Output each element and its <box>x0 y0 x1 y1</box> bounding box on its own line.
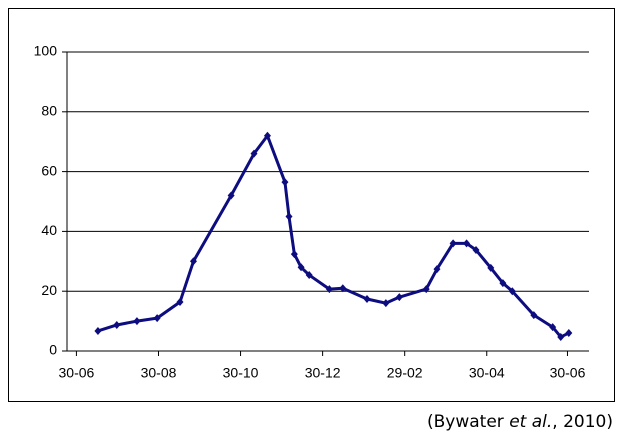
data-point <box>153 314 161 323</box>
data-point <box>363 294 371 303</box>
caption-italic: et al. <box>509 412 552 432</box>
data-point <box>227 191 235 200</box>
data-point <box>472 245 480 254</box>
data-point <box>189 257 197 266</box>
data-point <box>250 149 258 158</box>
data-point <box>133 317 141 326</box>
caption-text: , 2010) <box>552 412 613 432</box>
chart-border <box>8 8 615 402</box>
y-tick-label: 60 <box>41 162 57 178</box>
y-tick-label: 40 <box>41 222 57 238</box>
x-tick-label: 30-04 <box>469 365 505 381</box>
y-tick-label: 0 <box>49 342 57 358</box>
data-point <box>549 323 557 332</box>
data-point <box>325 285 333 294</box>
data-point <box>395 293 403 302</box>
data-point <box>382 299 390 308</box>
x-tick-label: 30-06 <box>59 365 95 381</box>
data-point <box>557 332 565 341</box>
data-point <box>433 265 441 274</box>
x-tick-label: 29-02 <box>387 365 423 381</box>
data-point <box>281 178 289 187</box>
x-tick-label: 30-10 <box>223 365 259 381</box>
data-point <box>463 239 471 248</box>
data-point <box>449 239 457 248</box>
x-tick-label: 30-06 <box>550 365 586 381</box>
data-point <box>422 285 430 294</box>
data-point <box>113 320 121 329</box>
caption-text: (Bywater <box>427 412 509 432</box>
x-tick-label: 30-12 <box>305 365 341 381</box>
data-point <box>508 287 516 296</box>
data-point <box>285 212 293 221</box>
y-tick-label: 80 <box>41 103 57 119</box>
caption: (Bywater et al., 2010) <box>427 412 613 432</box>
data-point <box>565 329 573 338</box>
data-point <box>305 271 313 280</box>
data-point <box>176 297 184 306</box>
y-tick-label: 20 <box>41 282 57 298</box>
data-point <box>487 263 495 272</box>
data-point <box>297 263 305 272</box>
data-point <box>290 250 298 259</box>
data-point <box>339 284 347 293</box>
data-point <box>94 326 102 335</box>
x-tick-label: 30-08 <box>141 365 177 381</box>
data-point <box>499 279 507 288</box>
data-point <box>263 131 271 140</box>
data-line <box>97 134 570 339</box>
data-point <box>530 311 538 320</box>
y-tick-label: 100 <box>34 43 58 59</box>
